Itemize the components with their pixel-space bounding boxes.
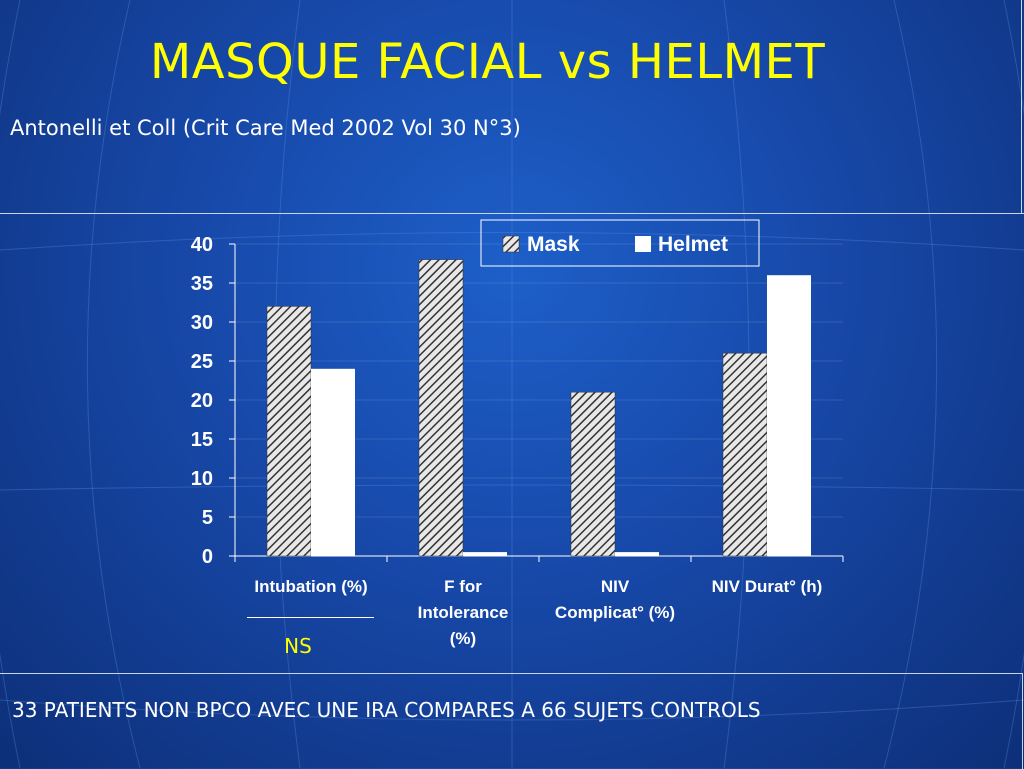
y-tick-label: 0 <box>202 546 213 568</box>
header-box-border <box>1021 0 1022 214</box>
header-divider <box>0 213 1024 214</box>
bar-mask-1 <box>418 259 464 557</box>
slide-title: MASQUE FACIAL vs HELMET <box>149 34 826 90</box>
legend-swatch-helmet <box>635 236 651 252</box>
y-tick-label: 30 <box>191 312 213 334</box>
footer-box <box>0 673 1023 769</box>
x-category-label: Complicat° (%) <box>555 603 675 622</box>
x-category-label: Intubation (%) <box>254 577 367 596</box>
legend-box <box>480 219 760 267</box>
x-category-label: (%) <box>450 629 476 648</box>
ns-underline <box>247 617 374 618</box>
footer-text: 33 PATIENTS NON BPCO AVEC UNE IRA COMPAR… <box>12 698 761 722</box>
bar-mask-2 <box>570 391 616 557</box>
x-category-label: NIV <box>601 577 630 596</box>
legend-label-mask: Mask <box>527 233 580 256</box>
bar-mask-0 <box>266 306 312 557</box>
bar-mask-3 <box>722 352 768 557</box>
bar-chart: 0 5 10 15 20 25 30 35 40 Intubation (%) F for Intol… <box>191 219 844 648</box>
y-tick-label: 5 <box>202 507 213 529</box>
legend-label-helmet: Helmet <box>658 233 728 256</box>
bar-helmet-0 <box>311 368 355 556</box>
legend-swatch-mask <box>502 235 520 253</box>
ns-annotation: NS <box>284 634 312 658</box>
y-tick-label: 20 <box>191 390 213 412</box>
y-tick-label: 15 <box>191 429 213 451</box>
bar-helmet-1 <box>463 552 507 556</box>
y-tick-label: 10 <box>191 468 213 490</box>
slide-subtitle: Antonelli et Coll (Crit Care Med 2002 Vo… <box>10 116 521 140</box>
x-category-label: F for <box>444 577 482 596</box>
bar-helmet-3 <box>767 275 811 556</box>
x-category-label: NIV Durat° (h) <box>712 577 823 596</box>
y-tick-label: 25 <box>191 351 213 373</box>
y-tick-label: 35 <box>191 273 213 295</box>
x-category-label: Intolerance <box>418 603 509 622</box>
y-tick-label: 40 <box>191 234 213 256</box>
bar-helmet-2 <box>615 552 659 556</box>
